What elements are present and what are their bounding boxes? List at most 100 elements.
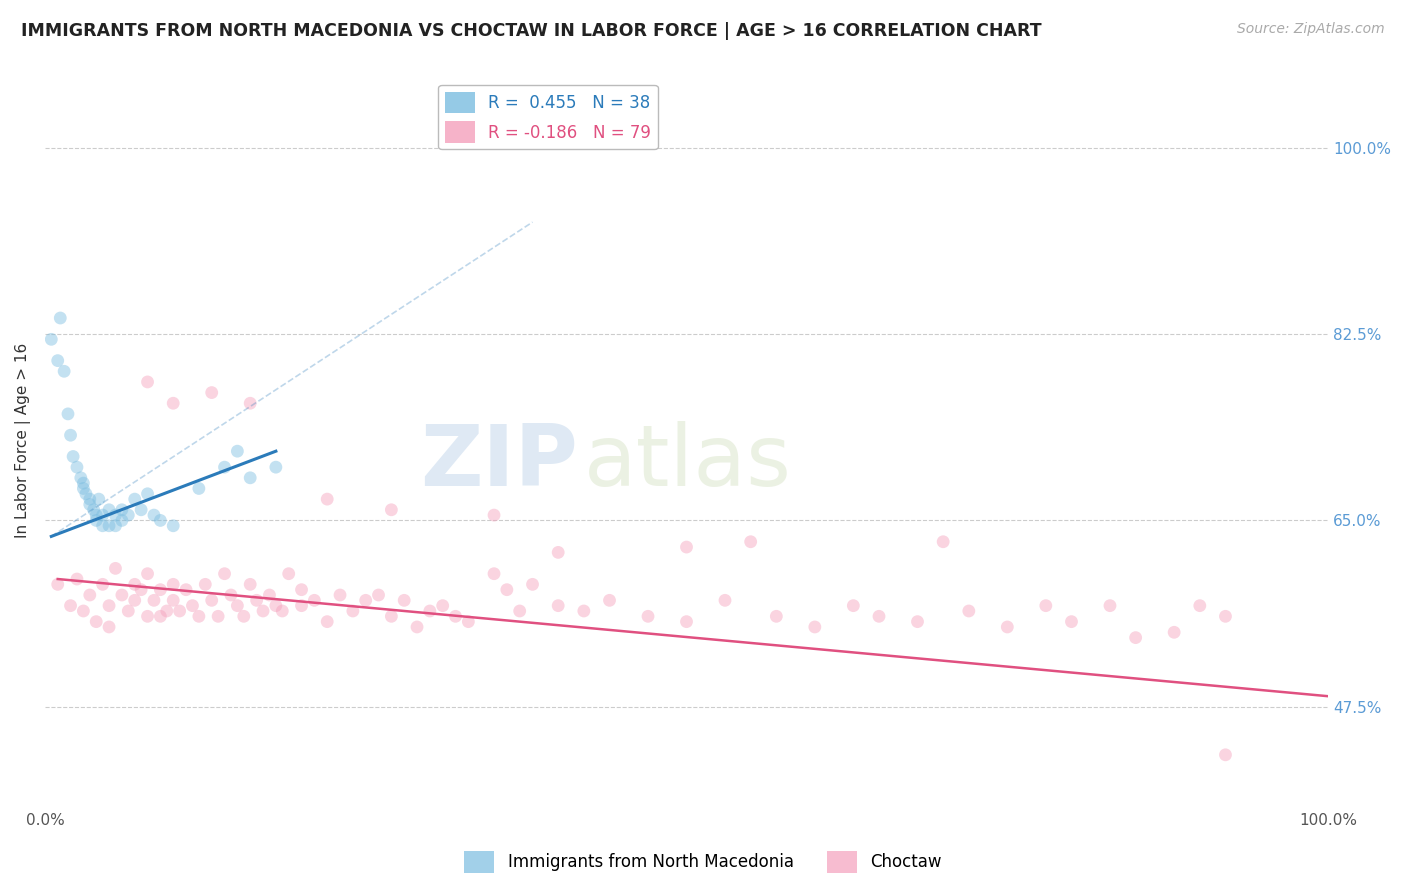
Point: [239, 577, 262, 591]
Point: [201, 385, 224, 400]
Point: [162, 396, 184, 410]
Point: [675, 540, 697, 554]
Point: [277, 566, 299, 581]
Point: [149, 582, 172, 597]
Point: [84, 513, 107, 527]
Point: [1098, 599, 1121, 613]
Point: [66, 572, 89, 586]
Point: [714, 593, 737, 607]
Point: [149, 609, 172, 624]
Point: [162, 593, 184, 607]
Point: [419, 604, 441, 618]
Point: [187, 482, 209, 496]
Point: [143, 508, 166, 522]
Point: [252, 604, 274, 618]
Point: [1125, 631, 1147, 645]
Point: [124, 492, 146, 507]
Point: [239, 396, 262, 410]
Point: [117, 604, 139, 618]
Point: [111, 502, 134, 516]
Legend: Immigrants from North Macedonia, Choctaw: Immigrants from North Macedonia, Choctaw: [457, 845, 949, 880]
Point: [46, 577, 69, 591]
Point: [59, 599, 82, 613]
Point: [457, 615, 479, 629]
Point: [329, 588, 352, 602]
Point: [143, 593, 166, 607]
Point: [46, 353, 69, 368]
Point: [740, 534, 762, 549]
Point: [156, 604, 179, 618]
Point: [83, 502, 105, 516]
Point: [932, 534, 955, 549]
Point: [66, 460, 89, 475]
Point: [1060, 615, 1083, 629]
Point: [104, 518, 127, 533]
Point: [124, 593, 146, 607]
Point: [104, 561, 127, 575]
Point: [354, 593, 377, 607]
Point: [432, 599, 454, 613]
Point: [214, 460, 236, 475]
Point: [1215, 609, 1237, 624]
Point: [56, 407, 79, 421]
Point: [129, 502, 152, 516]
Point: [79, 492, 101, 507]
Point: [49, 311, 72, 326]
Point: [201, 593, 224, 607]
Point: [72, 476, 94, 491]
Point: [72, 604, 94, 618]
Point: [509, 604, 531, 618]
Point: [637, 609, 659, 624]
Point: [219, 588, 242, 602]
Point: [79, 498, 101, 512]
Point: [162, 577, 184, 591]
Point: [482, 566, 505, 581]
Point: [842, 599, 865, 613]
Point: [444, 609, 467, 624]
Point: [1215, 747, 1237, 762]
Point: [316, 492, 339, 507]
Point: [232, 609, 254, 624]
Point: [907, 615, 929, 629]
Point: [91, 577, 114, 591]
Point: [194, 577, 217, 591]
Point: [162, 518, 184, 533]
Point: [39, 332, 62, 346]
Point: [675, 615, 697, 629]
Text: Source: ZipAtlas.com: Source: ZipAtlas.com: [1237, 22, 1385, 37]
Point: [59, 428, 82, 442]
Point: [72, 482, 94, 496]
Point: [174, 582, 197, 597]
Point: [547, 545, 569, 559]
Text: IMMIGRANTS FROM NORTH MACEDONIA VS CHOCTAW IN LABOR FORCE | AGE > 16 CORRELATION: IMMIGRANTS FROM NORTH MACEDONIA VS CHOCT…: [21, 22, 1042, 40]
Point: [380, 609, 402, 624]
Point: [117, 508, 139, 522]
Point: [765, 609, 787, 624]
Point: [98, 502, 121, 516]
Point: [181, 599, 204, 613]
Point: [264, 460, 287, 475]
Point: [226, 599, 249, 613]
Point: [79, 588, 101, 602]
Point: [868, 609, 890, 624]
Point: [111, 513, 134, 527]
Y-axis label: In Labor Force | Age > 16: In Labor Force | Age > 16: [15, 343, 31, 538]
Point: [75, 487, 97, 501]
Point: [91, 518, 114, 533]
Point: [136, 375, 159, 389]
Text: atlas: atlas: [583, 421, 792, 504]
Point: [246, 593, 269, 607]
Point: [547, 599, 569, 613]
Point: [91, 508, 114, 522]
Point: [62, 450, 84, 464]
Point: [572, 604, 595, 618]
Point: [98, 599, 121, 613]
Point: [290, 599, 312, 613]
Point: [599, 593, 621, 607]
Point: [264, 599, 287, 613]
Point: [136, 609, 159, 624]
Point: [98, 518, 121, 533]
Point: [136, 487, 159, 501]
Point: [1035, 599, 1057, 613]
Point: [495, 582, 517, 597]
